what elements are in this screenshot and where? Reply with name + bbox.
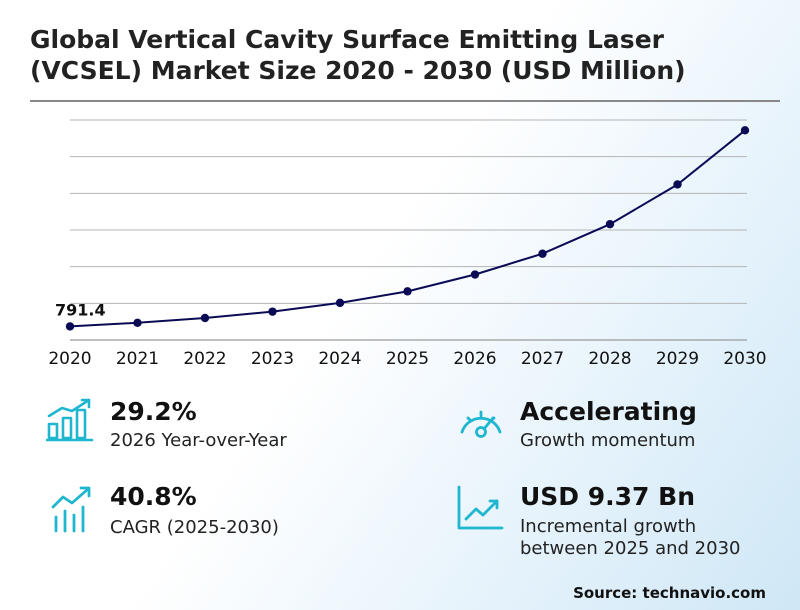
data-point bbox=[133, 318, 142, 328]
x-tick-label: 2020 bbox=[48, 349, 91, 369]
data-point bbox=[605, 219, 615, 229]
stat-value: 29.2% bbox=[110, 397, 197, 426]
x-tick-label: 2023 bbox=[251, 349, 294, 369]
data-point bbox=[65, 322, 75, 331]
data-label: 791.4 bbox=[55, 300, 106, 319]
stat-description: 2026 Year-over-Year bbox=[110, 430, 287, 451]
data-point bbox=[335, 298, 345, 308]
growth-trend-icon bbox=[51, 486, 91, 533]
x-tick-label: 2025 bbox=[386, 349, 429, 369]
stat-description: Growth momentum bbox=[520, 430, 696, 451]
data-point bbox=[470, 270, 480, 279]
speedometer-icon bbox=[460, 410, 502, 438]
x-tick-label: 2024 bbox=[318, 349, 361, 369]
line-chart: 2020 2021 2022 2023 2024 2025 2026 2027 2028 2029… bbox=[48, 119, 767, 369]
series-line bbox=[69, 129, 746, 328]
chart-title: Global Vertical Cavity Surface Emitting … bbox=[30, 25, 686, 85]
data-point bbox=[200, 313, 210, 323]
data-point bbox=[403, 287, 412, 296]
stat-value: 40.8% bbox=[110, 482, 197, 511]
x-tick-label: 2021 bbox=[116, 349, 159, 369]
stat-description: CAGR (2025-2030) bbox=[110, 517, 279, 538]
data-point bbox=[673, 180, 682, 189]
x-tick-label: 2029 bbox=[656, 349, 699, 369]
x-tick-label: 2026 bbox=[453, 349, 496, 369]
x-tick-label: 2028 bbox=[588, 349, 631, 369]
data-point bbox=[740, 126, 750, 135]
line-chart-up-icon bbox=[457, 485, 504, 530]
bar-chart-growth-icon bbox=[46, 398, 94, 442]
data-point bbox=[268, 307, 277, 316]
x-tick-label: 2030 bbox=[723, 349, 766, 369]
x-tick-label: 2022 bbox=[183, 349, 226, 369]
x-tick-label: 2027 bbox=[521, 349, 564, 369]
source-credit: Source: technavio.com bbox=[573, 584, 766, 602]
stat-value: USD 9.37 Bn bbox=[520, 482, 695, 511]
data-point bbox=[538, 249, 547, 258]
stat-description-line1: Incremental growth bbox=[520, 516, 697, 537]
title-divider bbox=[30, 100, 780, 102]
stat-value: Accelerating bbox=[520, 397, 697, 426]
stat-description-line2: between 2025 and 2030 bbox=[520, 538, 741, 559]
